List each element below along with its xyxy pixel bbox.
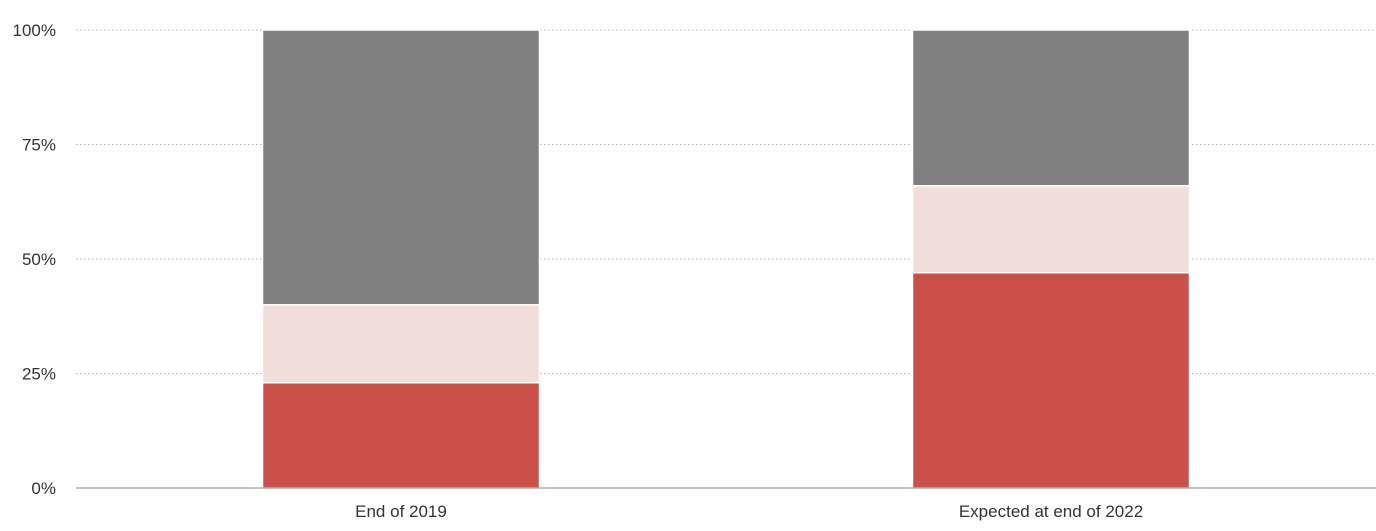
- y-tick-label: 25%: [22, 365, 56, 384]
- y-tick-label: 75%: [22, 136, 56, 155]
- y-tick-label: 100%: [13, 21, 56, 40]
- y-tick-label: 0%: [31, 479, 56, 498]
- axes: 0% 25% 50% 75% 100% End of 2019 Expected at en…: [13, 21, 1376, 521]
- bar-segment: [261, 381, 541, 489]
- x-tick-label: Expected at end of 2022: [959, 502, 1143, 521]
- x-tick-label: End of 2019: [355, 502, 447, 521]
- bar-segment: [911, 29, 1191, 187]
- bar-segment: [911, 271, 1191, 489]
- bars: [261, 29, 1191, 489]
- bar-segment: [261, 304, 541, 384]
- bar-segment: [261, 29, 541, 306]
- y-tick-label: 50%: [22, 250, 56, 269]
- bar-segment: [911, 184, 1191, 274]
